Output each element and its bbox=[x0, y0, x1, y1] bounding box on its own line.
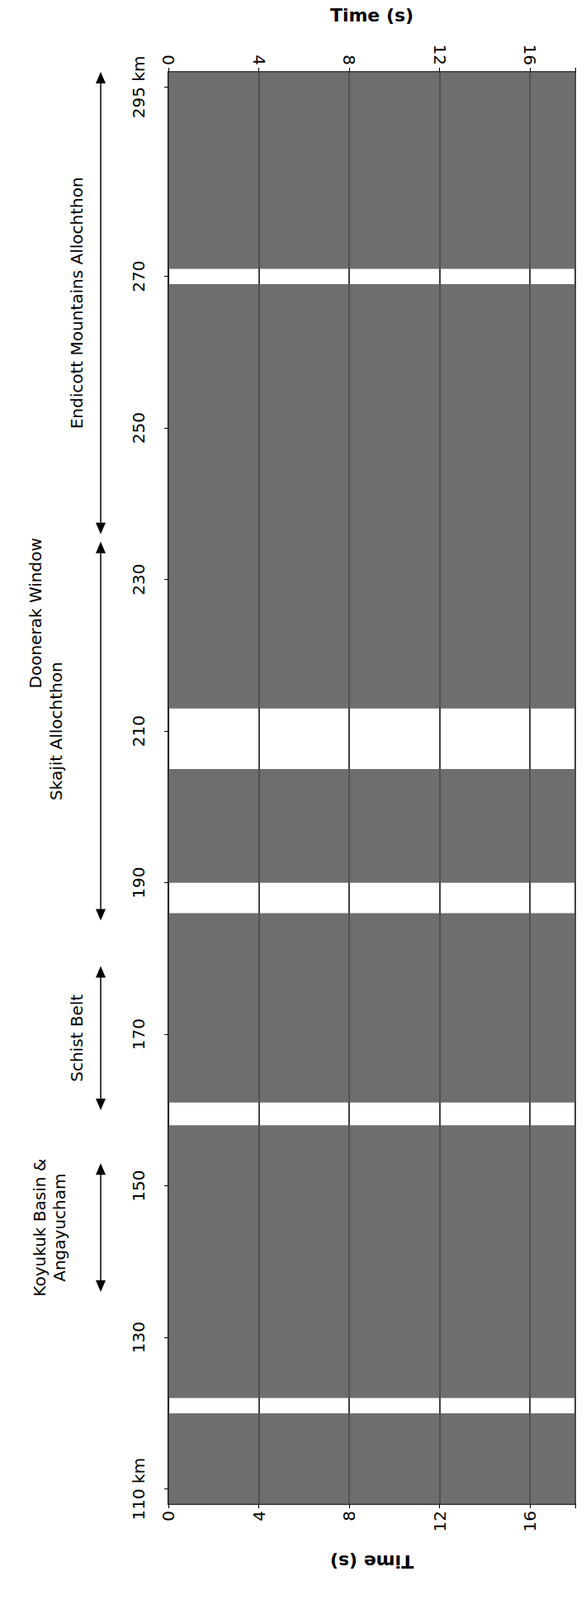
svg-text:Time (s): Time (s) bbox=[330, 1550, 414, 1571]
svg-text:4: 4 bbox=[249, 1509, 270, 1521]
svg-text:16: 16 bbox=[519, 1509, 540, 1531]
svg-text:250: 250 bbox=[128, 411, 149, 444]
svg-text:0: 0 bbox=[158, 1509, 179, 1521]
svg-text:Time (s): Time (s) bbox=[330, 4, 414, 26]
svg-text:230: 230 bbox=[128, 563, 149, 596]
svg-text:Schist Belt: Schist Belt bbox=[66, 993, 87, 1082]
svg-text:0: 0 bbox=[158, 54, 179, 66]
svg-text:150: 150 bbox=[128, 1169, 149, 1201]
svg-text:Koyukuk Basin &: Koyukuk Basin & bbox=[29, 1157, 50, 1296]
svg-text:295 km: 295 km bbox=[128, 56, 149, 119]
svg-text:110 km: 110 km bbox=[128, 1456, 149, 1520]
svg-text:270: 270 bbox=[128, 260, 149, 293]
svg-text:12: 12 bbox=[430, 1509, 450, 1531]
svg-text:170: 170 bbox=[128, 1017, 149, 1050]
svg-text:Endicott Mountains Allochthon: Endicott Mountains Allochthon bbox=[66, 176, 87, 429]
svg-text:16: 16 bbox=[519, 44, 540, 66]
svg-text:8: 8 bbox=[339, 54, 360, 66]
svg-text:210: 210 bbox=[128, 714, 149, 747]
svg-text:Skajit Allochthon: Skajit Allochthon bbox=[46, 661, 67, 800]
svg-text:4: 4 bbox=[249, 54, 270, 66]
svg-text:Angayucham: Angayucham bbox=[49, 1172, 70, 1281]
svg-text:8: 8 bbox=[339, 1509, 360, 1521]
svg-text:12: 12 bbox=[430, 44, 450, 66]
svg-text:190: 190 bbox=[128, 866, 149, 898]
svg-text:Doonerak Window: Doonerak Window bbox=[25, 537, 46, 688]
svg-text:130: 130 bbox=[128, 1320, 149, 1352]
